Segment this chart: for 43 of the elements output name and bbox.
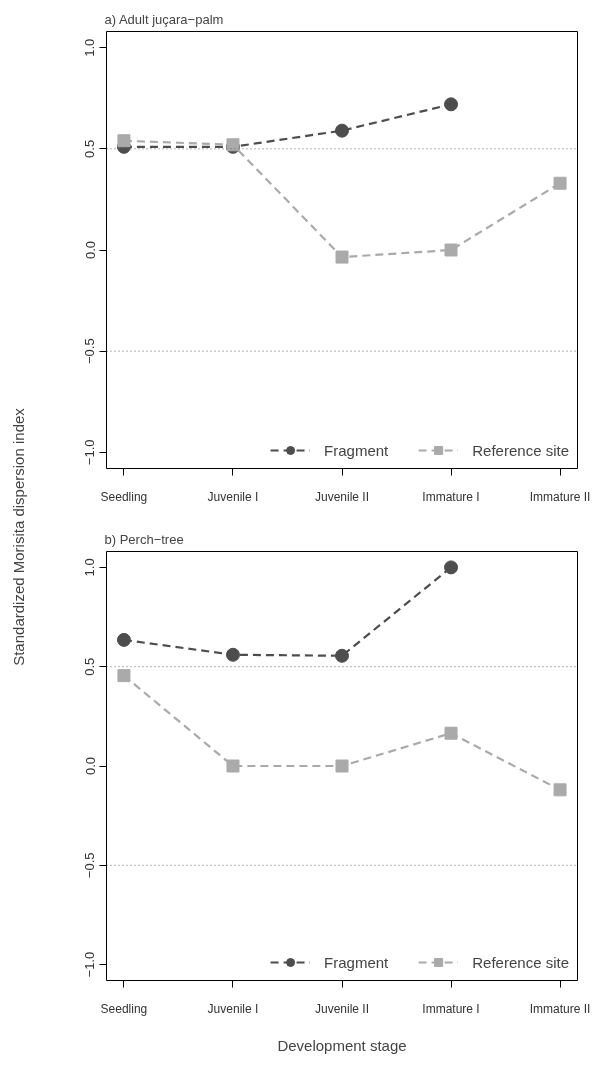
point	[117, 134, 131, 148]
point	[116, 632, 131, 647]
x-tick-label: Juvenile I	[207, 1001, 259, 1016]
point	[225, 647, 240, 662]
x-tick-label: Juvenile II	[314, 489, 370, 504]
y-tick-label: 0.0	[82, 756, 98, 776]
point	[444, 243, 458, 257]
y-tick-label: −0.5	[82, 338, 98, 364]
x-tick-label: Juvenile II	[314, 1001, 370, 1016]
y-tick-label: −1.0	[82, 951, 98, 978]
x-tick-label: Seedling	[100, 489, 148, 504]
legend-label: Reference site	[472, 441, 569, 459]
y-tick-label: 0.0	[82, 240, 98, 260]
point	[553, 176, 567, 190]
point	[444, 726, 458, 740]
point	[226, 759, 240, 773]
legend-label: Fragment	[324, 441, 389, 459]
point	[117, 669, 131, 683]
y-tick-label: −0.5	[82, 852, 98, 879]
chart-title: b) Perch−tree	[104, 531, 184, 547]
x-axis-title: Development stage	[277, 1036, 407, 1054]
point	[335, 123, 349, 138]
x-tick-label: Immature I	[422, 489, 480, 504]
y-tick-label: 1.0	[82, 558, 98, 577]
legend-label: Fragment	[324, 953, 389, 971]
x-tick-label: Immature I	[422, 1001, 480, 1016]
y-tick-label: 0.5	[82, 139, 98, 158]
point	[444, 97, 459, 112]
y-axis-title: Standardized Morisita dispersion index	[10, 407, 27, 666]
x-tick-label: Seedling	[100, 1001, 148, 1016]
y-tick-label: 1.0	[82, 38, 98, 57]
x-tick-label: Immature II	[529, 489, 591, 504]
x-tick-label: Juvenile I	[207, 489, 259, 504]
point	[335, 648, 349, 663]
x-tick-label: Immature II	[529, 1001, 591, 1016]
chart-title: a) Adult juçara−palm	[104, 11, 224, 27]
point	[444, 560, 459, 575]
legend-label: Reference site	[472, 953, 569, 971]
y-tick-label: 0.5	[82, 657, 98, 676]
point	[335, 759, 349, 773]
point	[553, 783, 567, 797]
y-tick-label: −1.0	[82, 439, 98, 466]
point	[335, 250, 349, 264]
